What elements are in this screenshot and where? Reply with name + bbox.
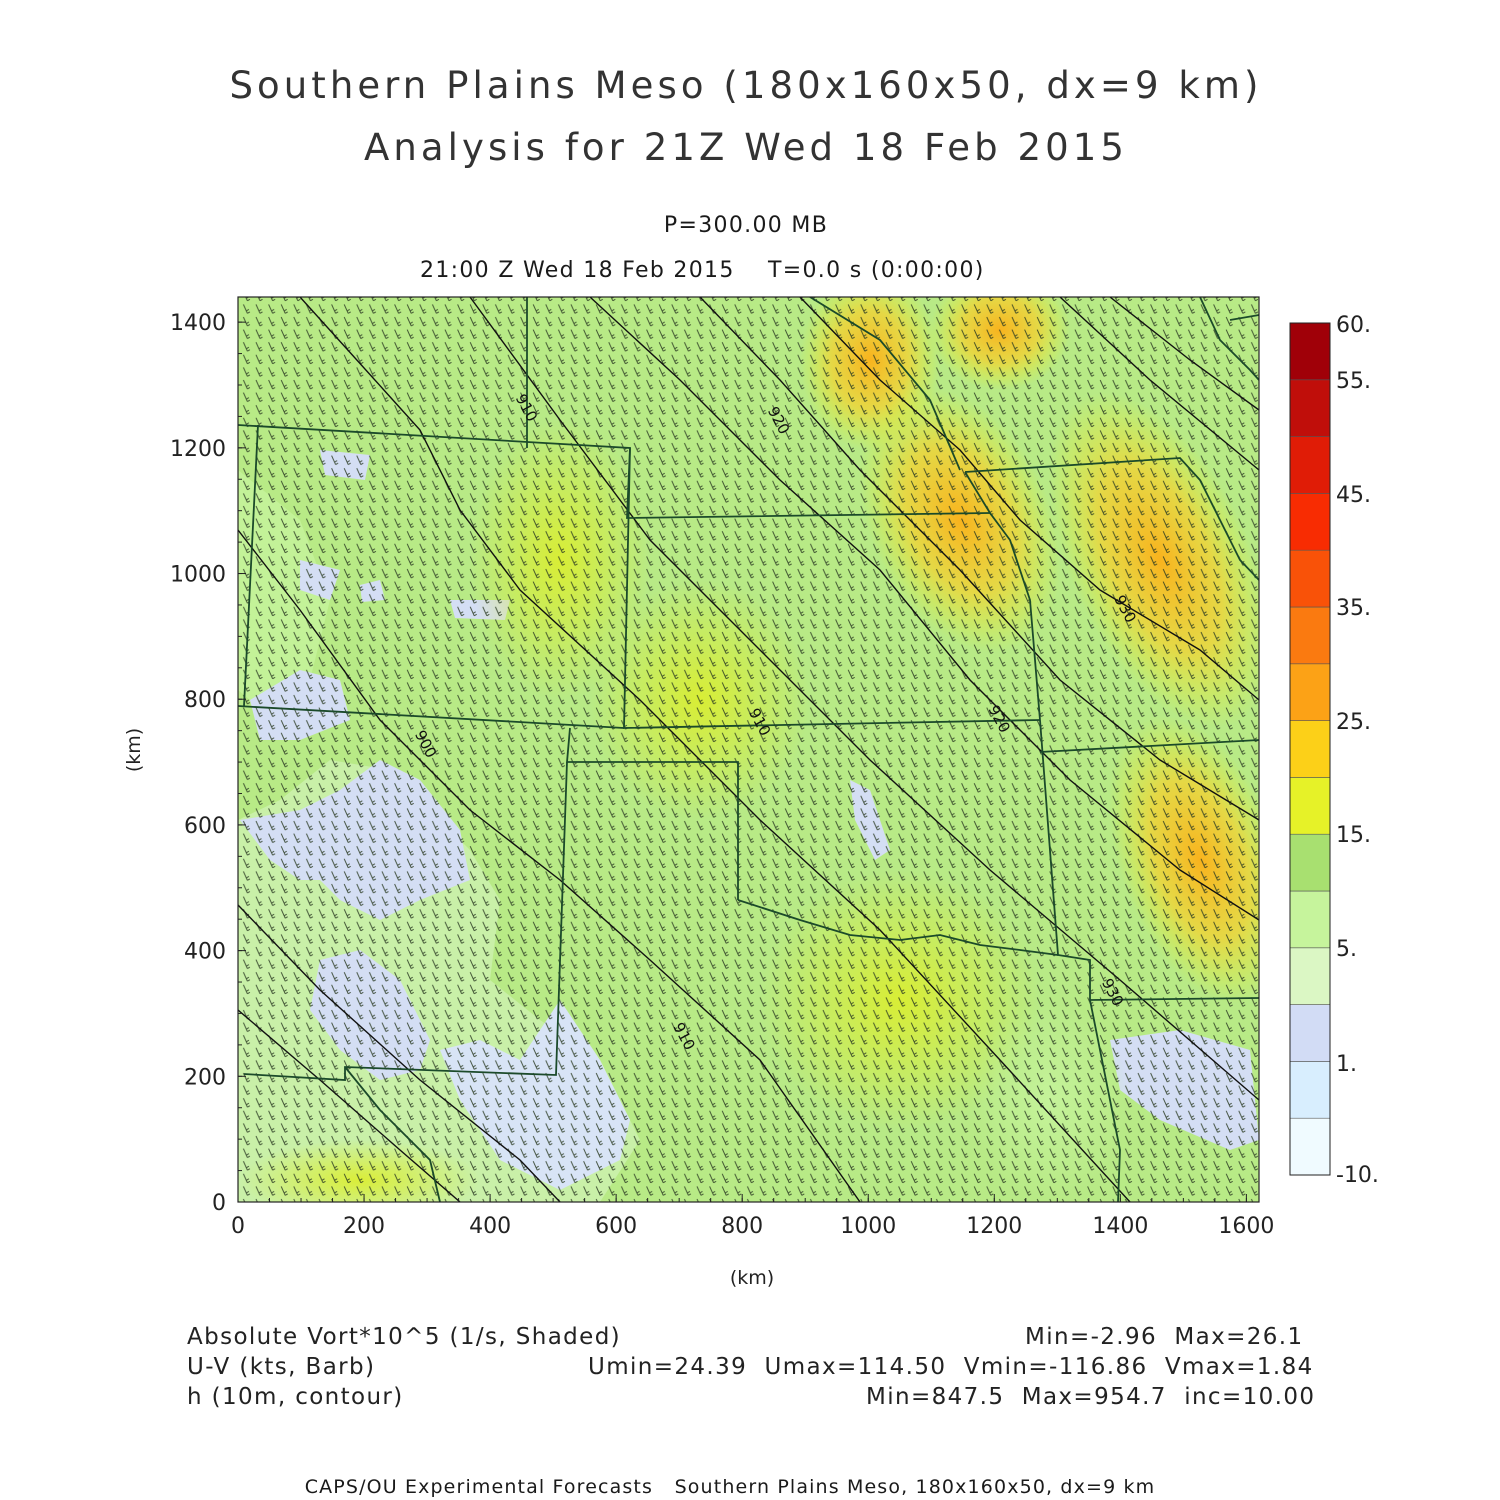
colorbar-swatch [1289, 777, 1331, 835]
y-tick-label: 200 [184, 1065, 226, 1090]
colorbar-swatch [1289, 436, 1331, 494]
colorbar-swatch [1289, 549, 1331, 608]
y-tick-label: 1200 [170, 437, 226, 462]
colorbar-swatch [1289, 322, 1331, 381]
colorbar-label: 35. [1336, 596, 1371, 621]
colorbar-swatch [1289, 493, 1331, 551]
legend-field1-stats: Min=-2.96 Max=26.1 [1025, 1324, 1304, 1350]
x-axis-label: (km) [730, 1267, 774, 1289]
colorbar-frame [1289, 322, 1331, 1176]
colorbar-swatch [1289, 890, 1331, 949]
x-tick-label: 600 [595, 1214, 637, 1239]
colorbar-label: 25. [1336, 710, 1371, 735]
y-tick-label: 600 [184, 814, 226, 839]
colorbar-label: 60. [1336, 313, 1371, 338]
y-tick-label: 1000 [170, 563, 226, 588]
colorbar-swatch [1289, 663, 1331, 721]
y-tick-label: 1400 [170, 311, 226, 336]
chart-title-line2: Analysis for 21Z Wed 18 Feb 2015 [364, 126, 1128, 169]
legend-field2: U-V (kts, Barb) [187, 1354, 376, 1380]
colorbar-swatch [1289, 947, 1331, 1005]
x-tick-label: 400 [469, 1214, 511, 1239]
footer-credit: CAPS/OU Experimental Forecasts Southern … [304, 1476, 1156, 1498]
y-axis-label: (km) [123, 728, 145, 772]
colorbar-swatch [1289, 720, 1331, 778]
colorbar: 60. 55. 45. 35. 25. 15. 5. 1. -10. [1289, 313, 1379, 1188]
x-tick-label: 1200 [966, 1214, 1022, 1239]
legend-field3-stats: Min=847.5 Max=954.7 inc=10.00 [866, 1384, 1316, 1410]
height-contours [238, 297, 1259, 1202]
x-tick-label: 1000 [840, 1214, 896, 1239]
colorbar-label: 45. [1336, 483, 1371, 508]
colorbar-swatch [1289, 833, 1331, 892]
colorbar-swatch [1289, 1061, 1331, 1119]
state-boundaries [238, 297, 1259, 1202]
colorbar-label: 15. [1336, 823, 1371, 848]
x-tick-label: 0 [231, 1214, 245, 1239]
colorbar-label: 5. [1336, 937, 1357, 962]
pressure-level: P=300.00 MB [663, 213, 829, 238]
y-tick-label: 0 [212, 1191, 226, 1216]
plot-frame [237, 296, 1260, 1203]
x-tick-label: 1400 [1092, 1214, 1148, 1239]
valid-time: 21:00 Z Wed 18 Feb 2015 T=0.0 s (0:00:00… [420, 258, 985, 283]
axes: 0 200 400 600 800 1000 1200 1400 1600 0 200 400 600 8… [123, 311, 1274, 1289]
colorbar-label: 1. [1336, 1052, 1357, 1077]
colorbar-swatch [1289, 606, 1331, 665]
legend-field2-stats: Umin=24.39 Umax=114.50 Vmin=-116.86 Vmax… [588, 1354, 1314, 1380]
chart-title-line1: Southern Plains Meso (180x160x50, dx=9 k… [229, 64, 1263, 107]
colorbar-label: 55. [1336, 369, 1371, 394]
legend-field1: Absolute Vort*10^5 (1/s, Shaded) [187, 1324, 622, 1350]
legend-field3: h (10m, contour) [187, 1384, 404, 1410]
x-tick-label: 200 [343, 1214, 385, 1239]
x-tick-label: 1600 [1218, 1214, 1274, 1239]
x-tick-label: 800 [721, 1214, 763, 1239]
colorbar-swatch [1289, 1004, 1331, 1062]
y-tick-label: 800 [184, 688, 226, 713]
colorbar-swatch [1289, 379, 1331, 437]
colorbar-swatch [1289, 1117, 1331, 1176]
colorbar-label: -10. [1336, 1163, 1379, 1188]
y-tick-label: 400 [184, 940, 226, 965]
